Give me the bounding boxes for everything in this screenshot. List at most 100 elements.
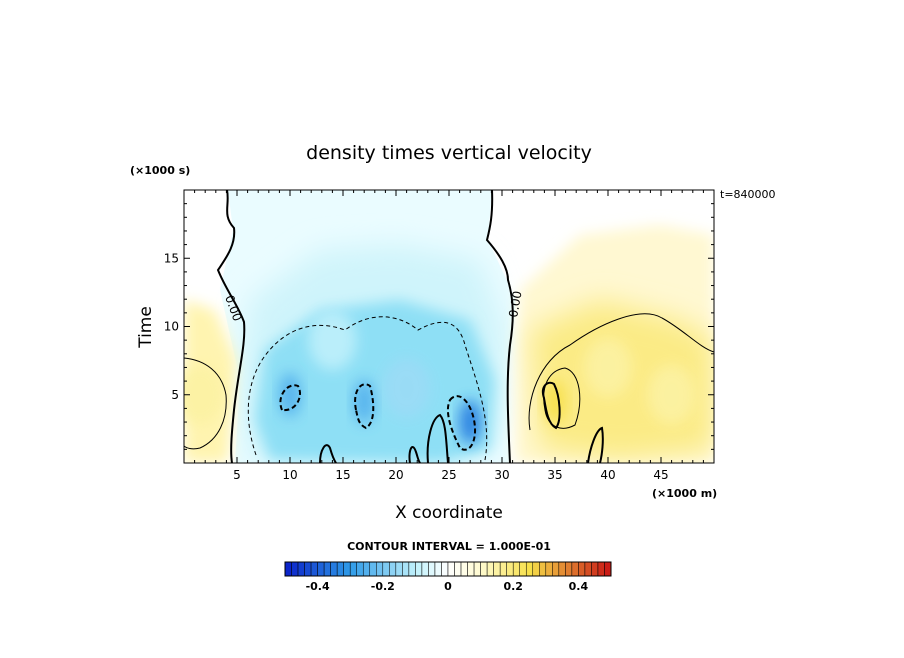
x-tick-label: 45 (653, 468, 668, 482)
colorbar-cell (382, 561, 390, 577)
colorbar-cell (362, 561, 371, 577)
y-unit-label: (×1000 s) (130, 164, 190, 177)
x-tick-label: 5 (233, 468, 241, 482)
colorbar-cell (525, 561, 534, 577)
colorbar-cell (480, 561, 488, 577)
colorbar-cell (604, 561, 612, 577)
colorbar-frame (284, 561, 612, 577)
colorbar-cell (291, 561, 299, 577)
feature-blob (308, 310, 357, 371)
colorbar-cell (356, 561, 364, 577)
colorbar-cell (317, 561, 325, 577)
heatmap-field: 0.00 0.00 (184, 190, 714, 463)
contour-bump-4 (587, 426, 604, 463)
feature-blob (184, 364, 224, 425)
x-unit-label: (×1000 m) (652, 487, 717, 500)
colorbar-cell (519, 561, 527, 577)
positive-contour-right (528, 313, 714, 431)
colorbar-cell (441, 561, 449, 577)
y-tick-label: 5 (171, 388, 179, 402)
colorbar-cell (297, 561, 305, 577)
positive-contour-blob (542, 381, 561, 430)
colorbar-tick-label: 0.2 (503, 580, 523, 593)
dashed-contour-main (247, 316, 488, 461)
feature-blob (353, 379, 376, 424)
colorbar-cell (310, 561, 318, 577)
time-stamp: t=840000 (720, 188, 776, 201)
colorbar-tick-label: 0.4 (569, 580, 589, 593)
colorbar-cell (532, 561, 540, 577)
contour-label-right: 0.00 (506, 290, 524, 319)
colorbar-cell (454, 561, 462, 577)
colorbar-cell (539, 561, 547, 577)
colorbar-cell (584, 561, 592, 577)
colorbar-cell (415, 561, 423, 577)
colorbar-tick-label: -0.4 (306, 580, 330, 593)
zero-contour-left (216, 190, 246, 463)
colorbar-cell (389, 561, 397, 577)
y-ticks: 5 10 15 (164, 203, 714, 450)
colorbar-cell (486, 561, 494, 577)
x-ticks: 5 10 15 20 25 30 35 40 45 (194, 190, 704, 482)
x-tick-label: 35 (547, 468, 562, 482)
contour-bump-3 (426, 413, 449, 463)
dashed-contour-blob-3 (446, 395, 476, 451)
colorbar-cell (395, 561, 403, 577)
colorbar-cell (304, 561, 312, 577)
colorbar-tick-label: 0 (444, 580, 452, 593)
colorbar-cell (349, 561, 357, 577)
x-tick-label: 30 (494, 468, 509, 482)
colorbar-cell (467, 561, 475, 577)
positive-contour-left (184, 357, 227, 450)
y-tick-label: 15 (164, 251, 179, 265)
x-tick-label: 20 (388, 468, 403, 482)
x-tick-label: 10 (282, 468, 297, 482)
colorbar-cell (447, 561, 455, 577)
y-axis-label: Time (136, 306, 156, 349)
colorbar-cell (506, 561, 514, 577)
colorbar-cell (323, 561, 331, 577)
colorbar-cell (408, 561, 416, 577)
colorbar-cell (460, 561, 468, 577)
colorbar-cell (552, 561, 560, 577)
colorbar-cell (565, 561, 573, 577)
feature-blob (382, 357, 431, 418)
colorbar-cell (369, 561, 377, 577)
chart-title: density times vertical velocity (306, 142, 592, 164)
x-tick-label: 25 (441, 468, 456, 482)
colorbar-cell (558, 561, 566, 577)
colorbar-cell (571, 561, 579, 577)
dashed-contour-blob-2 (354, 383, 375, 430)
feature-blob (279, 372, 301, 417)
contour-bump-2 (408, 446, 421, 463)
colorbar-cell (336, 561, 344, 577)
feature-blob (647, 364, 696, 425)
colorbar-cell (499, 561, 507, 577)
x-axis-label: X coordinate (395, 503, 503, 523)
colorbar-cell (284, 561, 292, 577)
colorbar-cell (591, 561, 599, 577)
y-tick-label: 10 (164, 320, 179, 334)
feature-blob (584, 337, 632, 398)
colorbar-cell (545, 561, 553, 577)
colorbar-cell (473, 561, 481, 577)
colorbar-cell (376, 561, 384, 577)
x-tick-label: 15 (335, 468, 350, 482)
colorbar-cell (597, 561, 605, 577)
colorbar-cell (421, 561, 429, 577)
colorbar-cell (343, 561, 351, 577)
colorbar-cell (493, 561, 501, 577)
colorbar (284, 561, 612, 577)
dashed-contour-blob-1 (279, 384, 301, 412)
contour-interval-text: CONTOUR INTERVAL = 1.000E-01 (347, 540, 551, 553)
colorbar-cell (330, 561, 338, 577)
colorbar-ticks: -0.4 -0.2 0 0.2 0.4 (306, 580, 589, 593)
colorbar-cell (428, 561, 436, 577)
colorbar-cell (402, 561, 410, 577)
contour-bump-1 (319, 444, 337, 463)
colorbar-cell (512, 561, 520, 577)
zero-contour-right (485, 190, 514, 463)
colorbar-cell (578, 561, 586, 577)
colorbar-cell (434, 561, 442, 577)
